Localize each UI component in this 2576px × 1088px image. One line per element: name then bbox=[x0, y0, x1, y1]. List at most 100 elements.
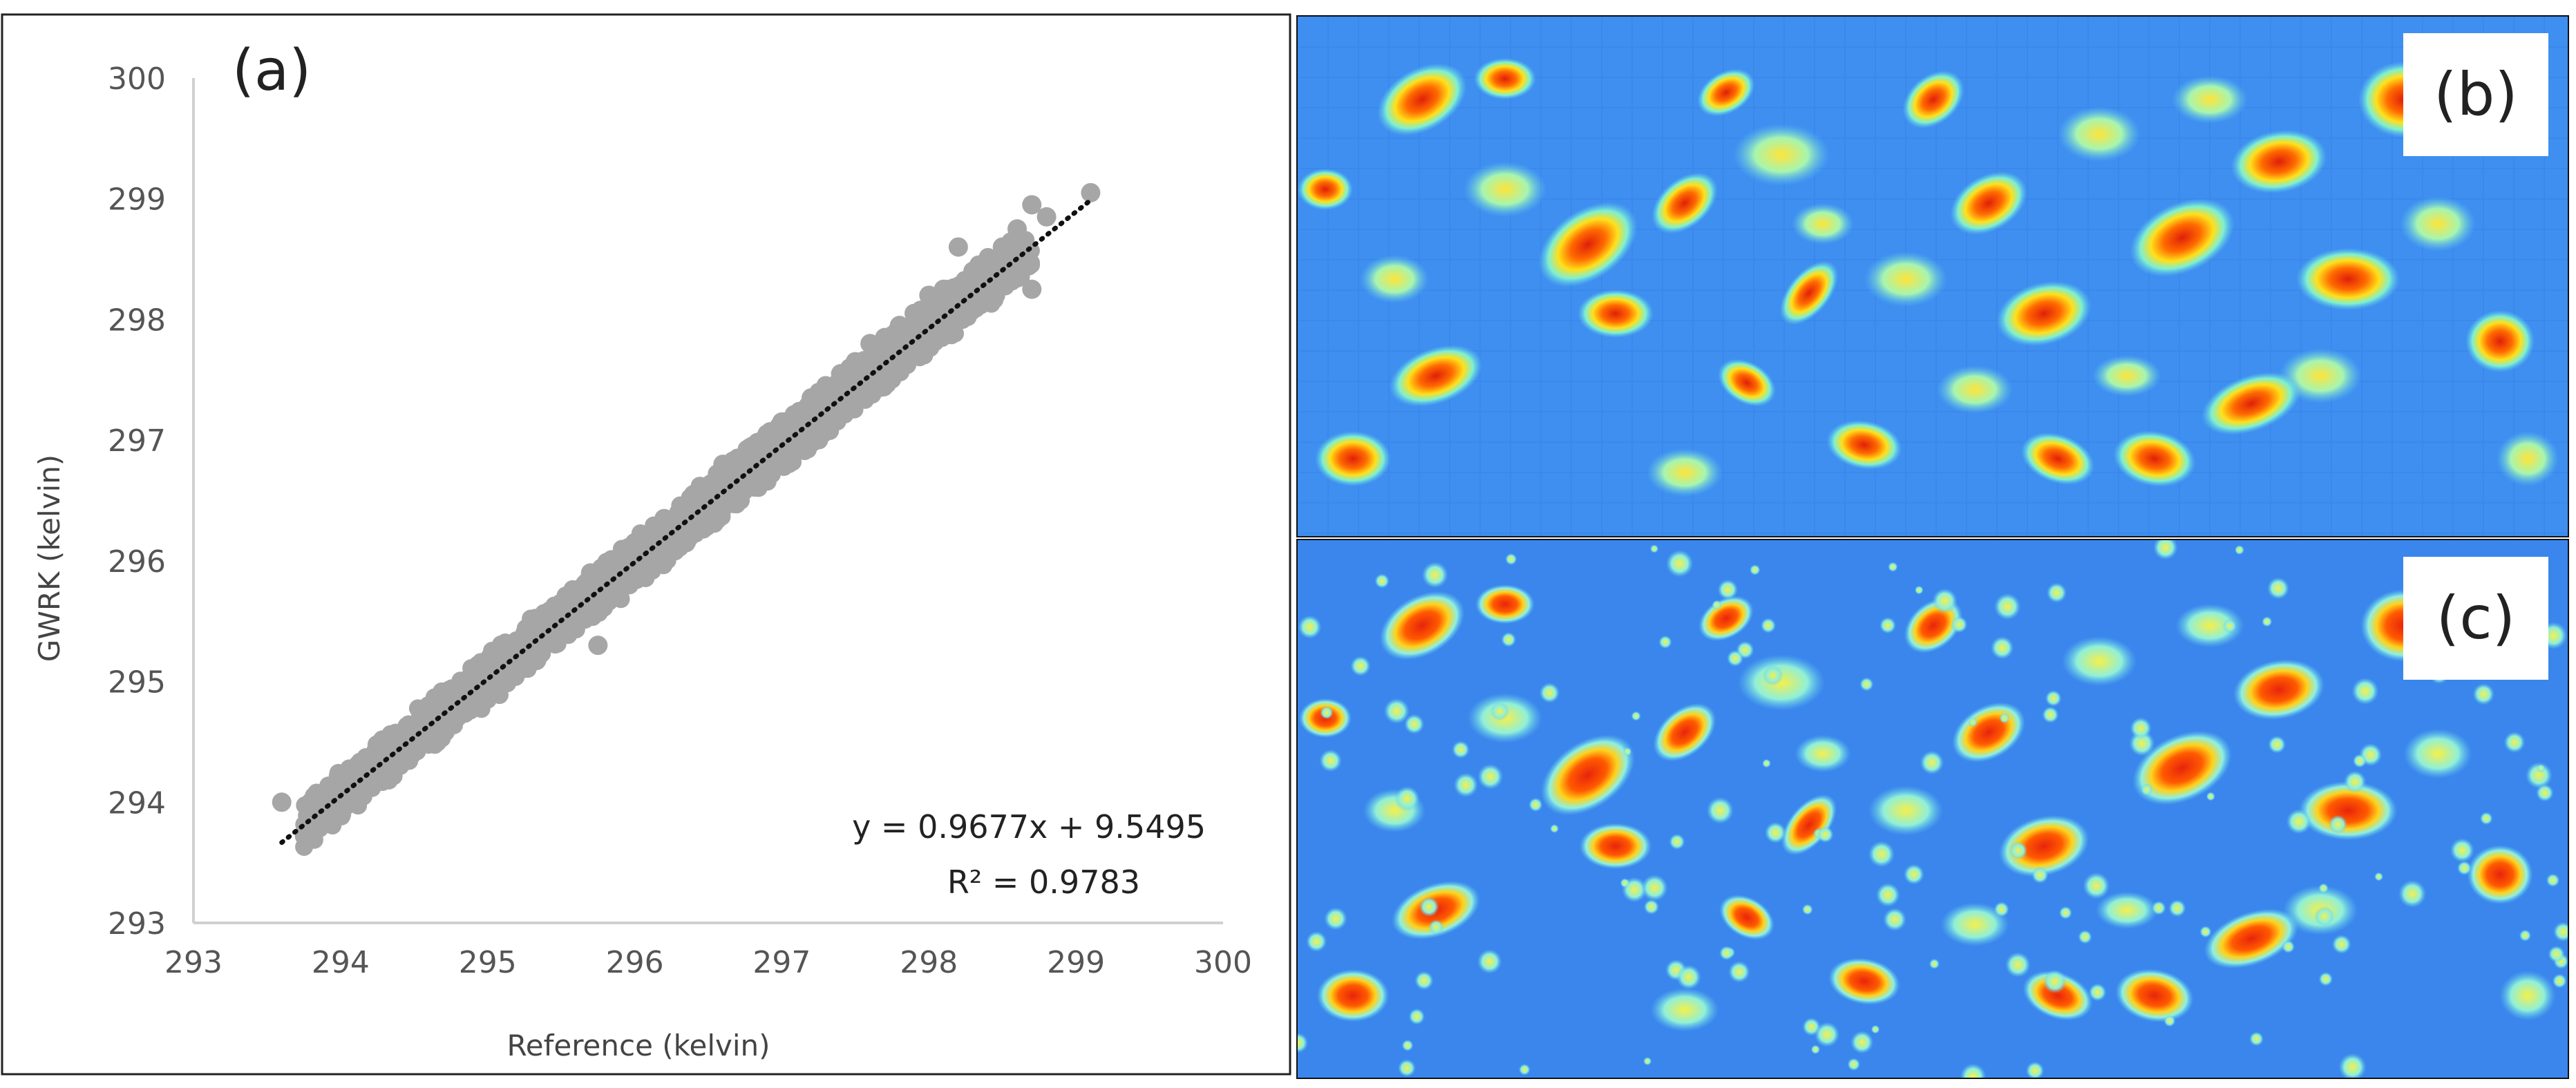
y-axis-title: GWRK (kelvin) bbox=[32, 455, 66, 662]
hot-spot bbox=[1781, 794, 1837, 856]
warm-speckle bbox=[1666, 550, 1694, 578]
warm-speckle bbox=[2206, 792, 2215, 801]
warm-speckle bbox=[1398, 1059, 1416, 1078]
warm-speckle bbox=[1871, 1024, 1880, 1034]
scatter-point bbox=[721, 494, 740, 513]
warm-speckle bbox=[2267, 577, 2289, 600]
warm-speckle bbox=[2456, 861, 2472, 876]
scatter-point bbox=[522, 617, 542, 637]
x-tick-label: 294 bbox=[312, 945, 370, 980]
hot-spot bbox=[1826, 420, 1902, 470]
scatter-point bbox=[889, 316, 909, 336]
scatter-panel: 293 294 295 296 297 298 299 300 293 294 295 296 297 2… bbox=[0, 12, 1292, 1076]
hot-spot bbox=[1475, 584, 1535, 624]
warm-speckle bbox=[1761, 618, 1777, 633]
hot-spot bbox=[2467, 845, 2533, 904]
warm-area bbox=[1864, 251, 1947, 307]
scatter-point bbox=[580, 563, 600, 583]
warm-speckle bbox=[1676, 964, 1701, 990]
hot-spot bbox=[1538, 202, 1638, 287]
scatter-chart: 293 294 295 296 297 298 299 300 293 294 295 296 297 2… bbox=[1, 13, 1291, 1076]
scatter-point bbox=[728, 479, 747, 497]
scatter-point bbox=[875, 327, 895, 347]
scatter-point bbox=[856, 390, 875, 409]
hot-spot bbox=[1996, 280, 2092, 347]
fine-temperature-map bbox=[1298, 540, 2568, 1078]
warm-speckle bbox=[2151, 901, 2166, 915]
hot-spot bbox=[2113, 430, 2196, 487]
warm-speckle bbox=[1539, 683, 1560, 703]
warm-speckle bbox=[2526, 762, 2553, 789]
warm-area bbox=[2403, 729, 2472, 779]
scatter-point bbox=[650, 555, 669, 573]
warm-speckle bbox=[1932, 588, 1958, 613]
warm-speckle bbox=[2548, 946, 2565, 963]
heatmap-panel-b: (b) bbox=[1296, 15, 2569, 537]
warm-area bbox=[2400, 196, 2476, 251]
scatter-point bbox=[596, 569, 615, 589]
warm-speckle bbox=[2282, 940, 2295, 953]
hot-spot bbox=[1578, 289, 1654, 338]
scatter-point bbox=[755, 466, 774, 484]
warm-speckle bbox=[1477, 949, 1502, 974]
hot-spot bbox=[1719, 895, 1774, 940]
warm-speckle bbox=[1528, 797, 1543, 812]
warm-speckle bbox=[1421, 562, 1448, 589]
warm-speckle bbox=[1453, 772, 1478, 797]
scatter-point bbox=[477, 660, 498, 680]
x-tick-label: 299 bbox=[1047, 945, 1105, 980]
warm-speckle bbox=[1298, 615, 1322, 639]
warm-speckle bbox=[1550, 824, 1560, 833]
warm-speckle bbox=[1658, 635, 1672, 649]
warm-speckle bbox=[2352, 754, 2367, 768]
warm-speckle bbox=[1501, 632, 1517, 647]
hot-spot bbox=[2132, 730, 2232, 805]
scatter-point bbox=[639, 526, 659, 546]
warm-speckle bbox=[1428, 919, 1444, 935]
warm-speckle bbox=[1960, 1063, 1987, 1078]
warm-speckle bbox=[2479, 812, 2493, 825]
warm-speckle bbox=[2503, 732, 2526, 753]
warm-speckle bbox=[1999, 713, 2010, 724]
warm-speckle bbox=[1728, 961, 1750, 983]
scatter-point bbox=[536, 611, 556, 631]
hot-spot bbox=[1377, 63, 1467, 136]
hot-spot bbox=[2023, 971, 2093, 1021]
warm-speckle bbox=[2249, 1031, 2264, 1047]
warm-speckle bbox=[1298, 1033, 1309, 1053]
warm-speckle bbox=[1643, 1057, 1652, 1066]
scatter-point bbox=[1022, 256, 1041, 274]
scatter-point bbox=[958, 295, 977, 314]
scatter-point bbox=[663, 543, 681, 562]
warm-speckle bbox=[1968, 717, 1978, 727]
warm-speckle bbox=[2045, 690, 2062, 707]
warm-area bbox=[2172, 75, 2248, 124]
warm-speckle bbox=[2163, 1015, 2176, 1027]
warm-speckle bbox=[1875, 883, 1900, 907]
warm-area bbox=[2092, 355, 2161, 397]
warm-speckle bbox=[2234, 545, 2245, 555]
warm-speckle bbox=[1401, 1039, 1414, 1051]
scatter-point bbox=[893, 336, 911, 355]
scatter-point bbox=[600, 587, 619, 606]
scatter-point bbox=[978, 249, 998, 269]
warm-speckle bbox=[1929, 958, 1940, 969]
scatter-point bbox=[413, 699, 431, 718]
hot-spot bbox=[2296, 248, 2400, 310]
warm-speckle bbox=[1404, 714, 1425, 734]
warm-speckle bbox=[2398, 879, 2427, 908]
scatter-point bbox=[1081, 182, 1101, 202]
hot-spot bbox=[1474, 58, 1536, 99]
y-tick-label: 295 bbox=[108, 665, 166, 700]
hot-spot bbox=[1389, 345, 1483, 407]
scatter-point bbox=[816, 376, 836, 396]
warm-speckle bbox=[2351, 678, 2379, 705]
warm-speckle bbox=[2268, 736, 2286, 754]
warm-speckle bbox=[2046, 582, 2067, 603]
warm-speckle bbox=[1383, 698, 1410, 724]
warm-speckle bbox=[2374, 872, 2383, 881]
trendline-equation: y = 0.9677x + 9.5495 bbox=[852, 808, 1206, 846]
hot-spot bbox=[1697, 68, 1755, 117]
trendline bbox=[279, 198, 1093, 846]
warm-speckle bbox=[2318, 883, 2329, 893]
